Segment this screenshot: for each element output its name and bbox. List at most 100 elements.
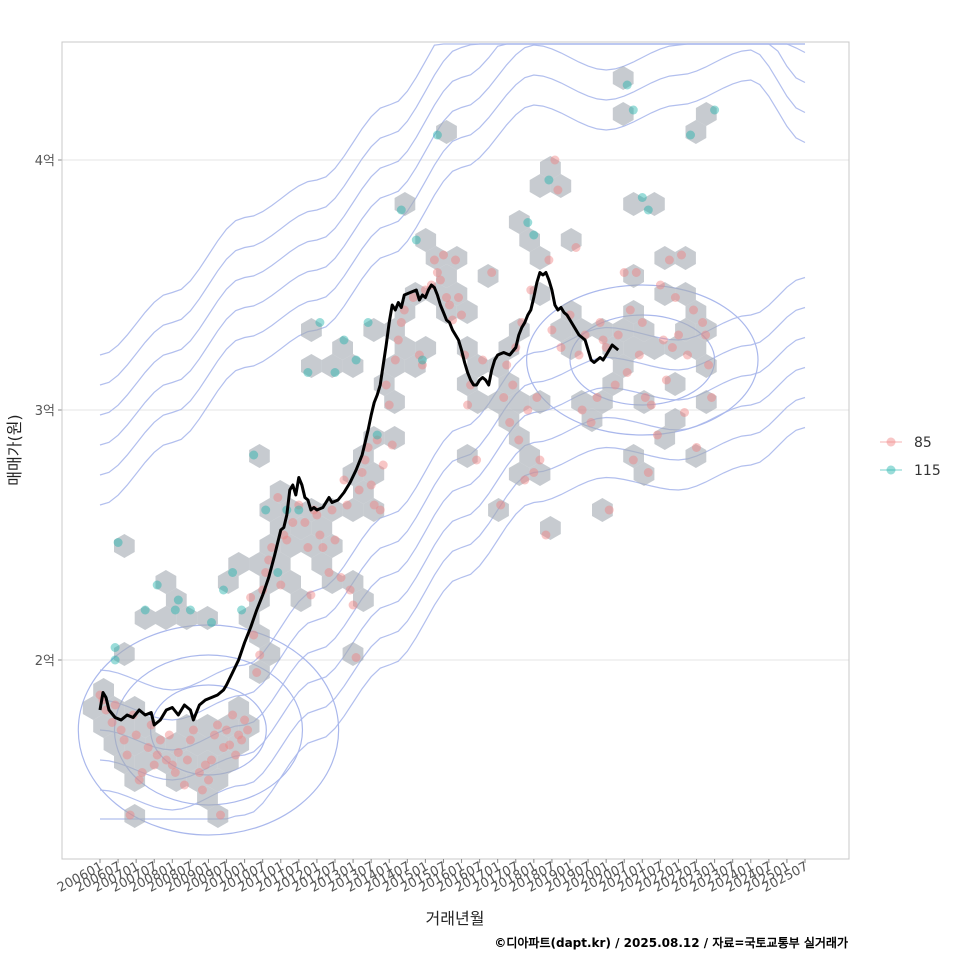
hexbin-cell	[695, 318, 717, 342]
hexbin-cell	[134, 714, 156, 738]
hexbin-cell	[550, 174, 572, 198]
point-85	[661, 375, 671, 385]
hexbin-cell	[290, 516, 312, 540]
point-85	[523, 405, 533, 415]
hexbin-cell	[456, 372, 478, 396]
point-115	[710, 105, 720, 115]
point-85	[432, 268, 442, 277]
hexbin-cell	[176, 606, 198, 630]
hexbin-cell	[519, 228, 540, 252]
point-85	[345, 585, 355, 595]
point-85	[231, 750, 241, 760]
point-85	[478, 355, 488, 365]
hexbin-cell	[529, 174, 551, 198]
point-85	[213, 720, 222, 730]
hexbin-cell	[249, 660, 270, 684]
hexbin-cell	[384, 354, 405, 378]
point-85	[454, 293, 463, 302]
point-85	[445, 300, 454, 310]
point-85	[598, 335, 608, 345]
point-85	[592, 393, 602, 402]
hexbin-cell	[290, 588, 312, 612]
density-contour	[99, 49, 806, 476]
point-115	[330, 368, 340, 377]
point-85	[520, 475, 530, 485]
point-85	[704, 360, 714, 370]
hexbin-cell	[155, 606, 177, 630]
legend-marker-115	[886, 465, 896, 475]
hexbin-cell	[612, 66, 634, 90]
point-85	[315, 530, 325, 540]
point-85	[336, 573, 346, 582]
hexbin-cell	[664, 372, 686, 396]
hexbin-cell	[384, 426, 405, 450]
point-85	[535, 455, 545, 465]
plot-frame	[61, 41, 850, 860]
hexbin-cell	[623, 192, 644, 216]
scatter-points	[95, 80, 720, 820]
density-contour	[99, 306, 806, 721]
point-85	[225, 740, 235, 750]
point-85	[348, 600, 358, 610]
point-85	[463, 400, 473, 410]
point-85	[306, 590, 316, 600]
point-85	[396, 318, 406, 327]
point-85	[134, 775, 144, 785]
point-85	[670, 293, 680, 302]
hexbin-cell	[301, 534, 322, 558]
point-115	[628, 105, 638, 115]
hexbin-cell	[342, 498, 364, 522]
hexbin-cell	[238, 714, 260, 738]
hexbin-cell	[477, 264, 499, 288]
hexbin-cell	[249, 552, 270, 576]
point-85	[330, 535, 340, 545]
point-85	[378, 460, 388, 470]
point-85	[375, 505, 385, 515]
hexbin-cell	[436, 120, 457, 144]
point-85	[658, 335, 668, 345]
hexbin-cell	[467, 354, 489, 378]
point-85	[655, 280, 665, 290]
hexbin-cell	[301, 318, 322, 342]
point-85	[692, 443, 701, 452]
point-85	[197, 785, 207, 795]
point-85	[249, 630, 259, 640]
point-115	[249, 450, 259, 460]
hexbin-cell	[529, 246, 551, 270]
hexbin-cell	[217, 714, 239, 738]
point-85	[622, 368, 632, 377]
point-85	[246, 593, 256, 602]
hexbin-cell	[467, 390, 489, 414]
hexbin-cell	[321, 534, 343, 558]
point-85	[390, 355, 400, 365]
point-85	[369, 500, 379, 510]
point-85	[143, 743, 153, 752]
hexbin-cell	[685, 120, 707, 144]
hexbin-cell	[207, 804, 229, 828]
hexbin-cell	[93, 678, 114, 702]
hexbin-cell	[695, 390, 717, 414]
point-85	[122, 750, 132, 760]
hexbin-cell	[114, 642, 135, 666]
hexbin-cell	[664, 336, 686, 360]
hexbin-cell	[633, 318, 655, 342]
hexbin-cell	[456, 444, 478, 468]
point-85	[680, 408, 689, 417]
hexbin-cell	[114, 534, 135, 558]
point-115	[529, 230, 539, 240]
point-85	[161, 755, 171, 765]
hexbin-cell	[404, 354, 426, 378]
point-85	[457, 310, 466, 320]
point-85	[435, 275, 445, 285]
point-85	[393, 335, 403, 345]
hexbin-cell	[540, 516, 561, 540]
point-115	[219, 585, 228, 595]
point-85	[628, 455, 638, 465]
hexbin-cell	[124, 804, 146, 828]
hexbin-cell	[675, 282, 696, 306]
point-85	[216, 810, 225, 820]
hexbin-cell	[165, 732, 187, 756]
point-85	[544, 255, 554, 265]
point-85	[526, 285, 536, 295]
hexbin-cell	[134, 750, 156, 774]
